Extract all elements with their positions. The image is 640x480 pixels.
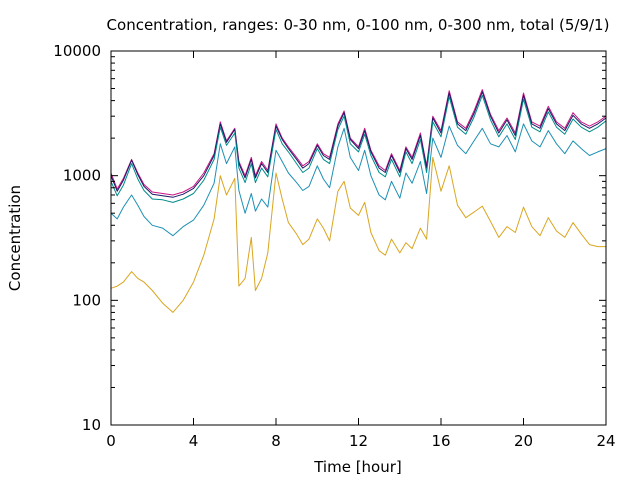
plot-area (110, 89, 607, 313)
y-tick-label: 100 (72, 291, 101, 309)
x-tick-label: 4 (189, 432, 199, 450)
y-axis-label: Concentration (6, 185, 24, 291)
plot-frame (110, 50, 607, 426)
x-tick-label: 0 (106, 432, 116, 450)
chart-title: Concentration, ranges: 0-30 nm, 0-100 nm… (107, 16, 610, 34)
series-line-1 (110, 89, 607, 196)
series-line-2 (110, 91, 607, 198)
y-tick-label: 1000 (63, 167, 101, 185)
x-tick-label: 20 (514, 432, 533, 450)
x-tick-label: 12 (349, 432, 368, 450)
x-axis-label: Time [hour] (313, 458, 402, 476)
y-tick-label: 10 (82, 416, 101, 434)
x-tick-label: 24 (596, 432, 615, 450)
x-tick-label: 16 (431, 432, 450, 450)
x-tick-label: 8 (271, 432, 281, 450)
axes: 0 4 8 12 16 20 24 10 100 1000 10000 (53, 42, 615, 450)
series-line-3 (110, 94, 607, 203)
series-line-5 (110, 156, 606, 313)
series-line-4 (110, 123, 607, 237)
y-tick-label: 10000 (53, 42, 101, 60)
